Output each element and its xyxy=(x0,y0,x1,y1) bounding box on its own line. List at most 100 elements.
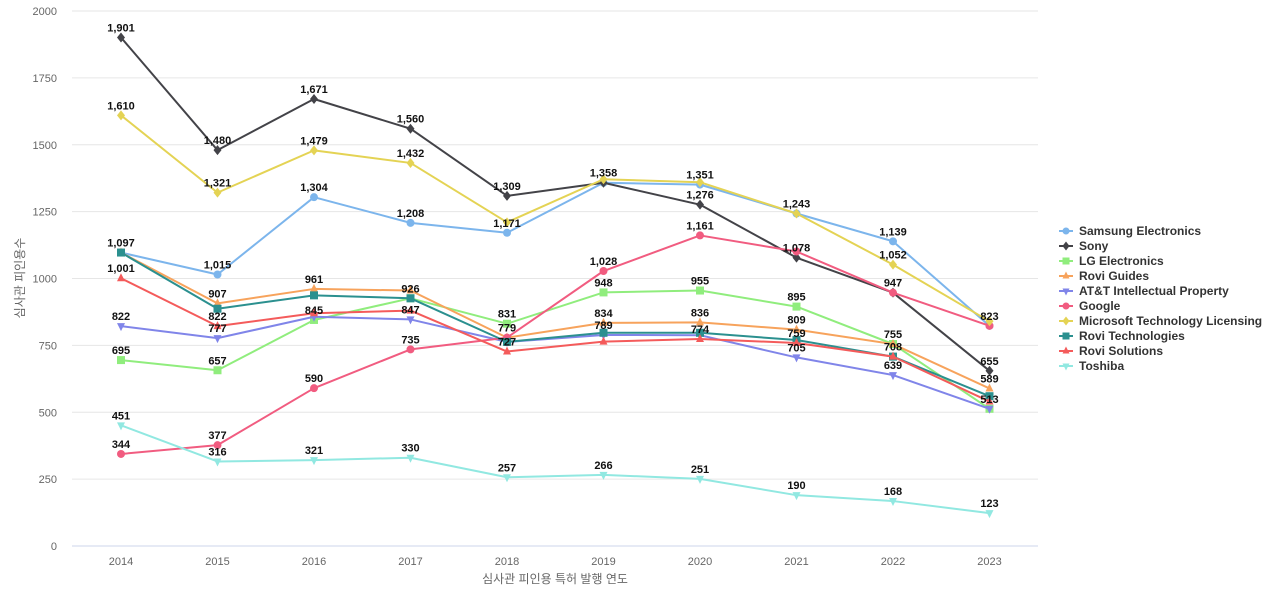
triangle-down-marker xyxy=(889,372,897,381)
circle-marker xyxy=(889,288,897,297)
data-label: 895 xyxy=(787,292,805,304)
circle-marker xyxy=(213,441,222,450)
legend-item[interactable]: Microsoft Technology Licensing xyxy=(1059,314,1262,328)
y-tick-labels: 0 250 500 750 1000 1250 1500 1750 2000 xyxy=(33,6,57,553)
data-label: 251 xyxy=(691,464,709,476)
x-tick-label: 2021 xyxy=(784,556,808,568)
diamond-marker xyxy=(117,32,125,43)
data-label: 809 xyxy=(787,315,805,327)
legend-item[interactable]: Rovi Solutions xyxy=(1059,344,1163,358)
circle-marker xyxy=(792,247,801,256)
legend-item[interactable]: LG Electronics xyxy=(1059,254,1164,268)
series-line xyxy=(120,251,990,398)
square-marker xyxy=(406,294,415,303)
data-label: 708 xyxy=(884,342,902,354)
data-label: 1,309 xyxy=(493,181,521,193)
triangle-down-marker xyxy=(406,454,415,463)
data-label: 266 xyxy=(594,460,612,472)
legend-item[interactable]: Samsung Electronics xyxy=(1059,224,1201,238)
data-label: 1,243 xyxy=(783,198,811,210)
data-label: 779 xyxy=(498,323,516,335)
triangle-marker xyxy=(889,351,897,360)
series-line xyxy=(120,234,990,455)
triangle-marker xyxy=(889,339,897,348)
legend-item[interactable]: Toshiba xyxy=(1059,359,1124,373)
data-label: 759 xyxy=(787,328,805,340)
triangle-marker xyxy=(985,396,994,405)
data-label: 190 xyxy=(787,480,805,492)
legend-label: AT&T Intellectual Property xyxy=(1079,284,1229,298)
diamond-marker xyxy=(213,187,222,198)
diamond-marker xyxy=(599,174,608,185)
square-marker xyxy=(503,319,511,328)
triangle-marker xyxy=(213,321,222,330)
y-tick-label: 1250 xyxy=(33,207,57,219)
circle-marker xyxy=(503,228,511,237)
data-label: 330 xyxy=(401,443,419,455)
legend-label: Rovi Guides xyxy=(1079,269,1149,283)
triangle-down-marker xyxy=(117,422,125,431)
data-label: 513 xyxy=(980,394,998,406)
series-line xyxy=(120,36,991,372)
diamond-marker xyxy=(792,208,801,219)
circle-marker xyxy=(889,237,897,246)
data-label: 789 xyxy=(594,320,612,332)
data-label: 451 xyxy=(112,410,130,422)
triangle-marker xyxy=(117,273,125,282)
square-marker xyxy=(213,366,222,375)
square-marker xyxy=(1062,332,1070,340)
triangle-down-marker xyxy=(599,471,608,480)
y-tick-label: 2000 xyxy=(33,6,57,18)
data-label: 961 xyxy=(305,274,323,286)
data-label: 774 xyxy=(691,324,710,336)
legend-label: Samsung Electronics xyxy=(1079,224,1201,238)
data-label: 705 xyxy=(787,342,805,354)
data-label: 735 xyxy=(401,334,419,346)
square-marker xyxy=(599,328,608,337)
x-tick-label: 2017 xyxy=(398,556,422,568)
legend-label: Rovi Technologies xyxy=(1079,329,1185,343)
circle-marker xyxy=(599,267,608,276)
legend-item[interactable]: Sony xyxy=(1059,239,1109,253)
diamond-marker xyxy=(792,252,801,263)
series-at-t-intellectual-property xyxy=(117,313,994,414)
square-marker xyxy=(599,288,608,297)
data-label: 955 xyxy=(691,276,709,288)
triangle-down-marker xyxy=(310,457,318,466)
triangle-down-marker xyxy=(792,354,801,363)
data-label: 845 xyxy=(305,305,323,317)
y-tick-label: 500 xyxy=(39,407,57,419)
circle-marker xyxy=(213,270,222,279)
diamond-marker xyxy=(985,365,994,376)
diamond-marker xyxy=(1062,241,1070,251)
data-label: 639 xyxy=(884,360,902,372)
triangle-marker xyxy=(792,337,801,346)
data-label: 1,052 xyxy=(879,250,907,262)
circle-marker xyxy=(406,345,415,354)
y-tick-label: 250 xyxy=(39,474,57,486)
x-tick-label: 2019 xyxy=(591,556,615,568)
legend-item[interactable]: Google xyxy=(1059,299,1121,313)
square-marker xyxy=(213,304,222,313)
triangle-down-marker xyxy=(792,492,801,501)
square-marker xyxy=(696,286,704,295)
y-tick-label: 1750 xyxy=(33,73,57,85)
legend-label: LG Electronics xyxy=(1079,254,1164,268)
circle-marker xyxy=(310,384,318,393)
data-label: 1,276 xyxy=(686,190,714,202)
legend-item[interactable]: Rovi Guides xyxy=(1059,269,1149,283)
data-label: 1,161 xyxy=(686,220,714,232)
square-marker xyxy=(117,356,125,365)
diamond-marker xyxy=(406,123,415,134)
triangle-marker xyxy=(310,283,318,292)
diamond-marker xyxy=(1062,316,1070,326)
legend-item[interactable]: Rovi Technologies xyxy=(1059,329,1185,343)
data-label: 1,171 xyxy=(493,218,521,230)
triangle-marker xyxy=(985,383,994,392)
circle-marker xyxy=(117,449,125,458)
circle-marker xyxy=(310,193,318,202)
data-label: 655 xyxy=(980,356,998,368)
legend-item[interactable]: AT&T Intellectual Property xyxy=(1059,284,1229,298)
data-label: 847 xyxy=(401,304,419,316)
